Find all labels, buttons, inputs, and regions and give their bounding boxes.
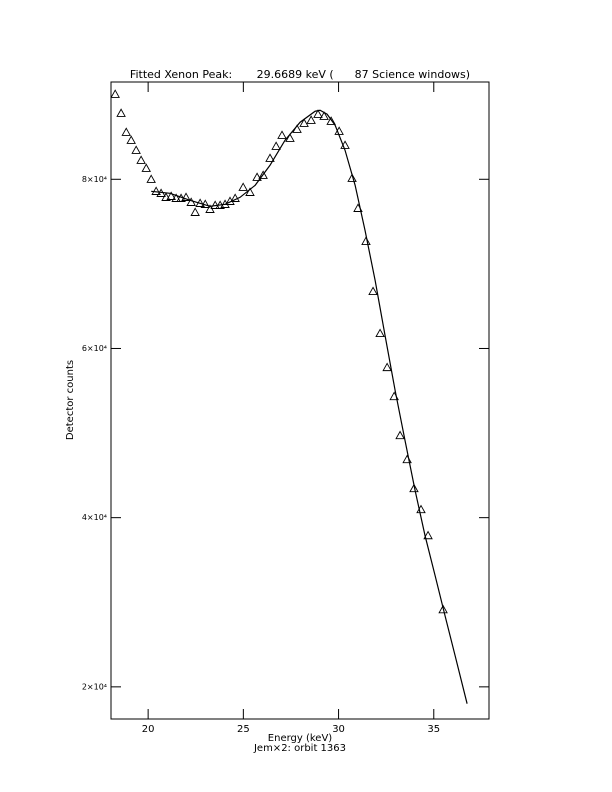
fit-line: [151, 109, 468, 704]
data-point: [116, 108, 126, 117]
x-tick-label: 25: [237, 724, 250, 735]
data-point: [313, 109, 323, 118]
data-point: [136, 155, 146, 164]
data-point: [126, 135, 136, 144]
data-point: [252, 172, 262, 181]
x-tick-label: 35: [427, 724, 440, 735]
data-point: [306, 115, 316, 124]
x-tick-label: 30: [332, 724, 345, 735]
data-point: [409, 483, 419, 493]
chart-title: Fitted Xenon Peak: 29.6689 keV ( 87 Scie…: [130, 68, 470, 81]
data-point: [131, 145, 141, 154]
y-tick-label: 6×10⁴: [82, 344, 107, 353]
data-point: [238, 182, 248, 191]
data-point: [375, 328, 385, 338]
data-point: [161, 192, 171, 201]
data-point: [285, 133, 295, 142]
data-point: [110, 89, 120, 98]
y-tick-label: 8×10⁴: [82, 175, 107, 184]
data-point: [438, 604, 448, 614]
data-point: [347, 173, 357, 182]
data-point: [166, 191, 176, 200]
data-point: [186, 197, 196, 206]
data-point: [382, 362, 392, 372]
data-point: [151, 186, 161, 195]
data-point: [171, 193, 181, 202]
data-point: [319, 111, 329, 120]
data-point: [181, 192, 191, 201]
plot-frame: [110, 81, 490, 720]
y-tick-label: 2×10⁴: [82, 682, 107, 691]
x-axis-label: Energy (keV): [268, 733, 333, 744]
data-point: [265, 153, 275, 162]
subtitle: Jem×2: orbit 1363: [253, 743, 346, 754]
data-point: [299, 118, 309, 127]
x-tick-label: 20: [142, 724, 155, 735]
data-point: [271, 141, 281, 150]
data-point: [230, 193, 240, 202]
data-point: [368, 286, 378, 296]
data-point: [245, 187, 255, 196]
data-point: [361, 236, 371, 245]
y-tick-label: 4×10⁴: [82, 513, 107, 522]
data-point: [141, 163, 151, 172]
data-point: [190, 207, 200, 216]
data-point: [423, 530, 433, 540]
data-point: [395, 430, 405, 440]
data-point: [258, 170, 268, 179]
data-point: [326, 116, 336, 125]
data-point: [121, 127, 131, 136]
y-axis-label: Detector counts: [65, 360, 76, 440]
data-point: [146, 174, 156, 183]
data-point: [277, 130, 287, 139]
